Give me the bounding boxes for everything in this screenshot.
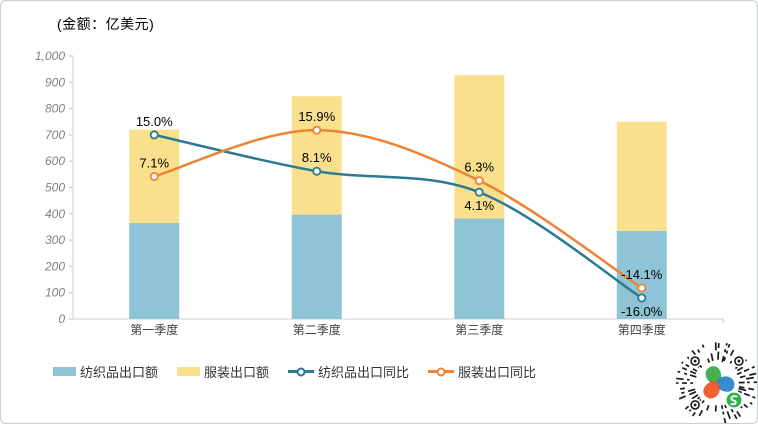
marker-textile-export-yoy bbox=[474, 187, 484, 197]
marker-textile-export-yoy bbox=[637, 293, 647, 303]
bar-apparel-export-value bbox=[454, 75, 505, 219]
legend-swatch-apparel-export-value bbox=[177, 367, 201, 376]
bar-apparel-export-value bbox=[291, 96, 342, 215]
legend-swatch-textile-export-value bbox=[53, 367, 76, 376]
line-textile-export-yoy: 15.0% 8.1% 4.1% -16.0% bbox=[136, 114, 663, 319]
data-label: 6.3% bbox=[464, 160, 494, 175]
marker-apparel-export-yoy bbox=[637, 283, 647, 293]
marker-apparel-export-yoy bbox=[312, 125, 322, 135]
bar-textile-export-value bbox=[454, 218, 505, 319]
bar-textile-export-value bbox=[291, 214, 342, 319]
y-tick-label: 100 bbox=[45, 286, 65, 300]
y-tick-label: 0 bbox=[58, 312, 65, 326]
data-label: 15.9% bbox=[298, 109, 335, 124]
wechat-miniprogram-code bbox=[675, 342, 757, 423]
y-tick-label: 400 bbox=[45, 207, 65, 221]
legend-item-apparel-export-yoy: 服装出口同比 bbox=[428, 362, 536, 381]
y-tick-label: 700 bbox=[45, 128, 65, 142]
y-tick-label: 500 bbox=[45, 181, 65, 195]
x-tick-label: 第三季度 bbox=[455, 322, 503, 337]
legend-item-textile-export-value: 纺织品出口额 bbox=[53, 362, 158, 381]
line-apparel-export-yoy: 7.1% 15.9% 6.3% -14.1% bbox=[139, 109, 663, 293]
marker-textile-export-yoy bbox=[149, 130, 159, 140]
y-tick-label: 600 bbox=[45, 154, 65, 168]
marker-apparel-export-yoy bbox=[149, 171, 159, 181]
x-tick-label: 第二季度 bbox=[293, 322, 341, 337]
data-label: -16.0% bbox=[621, 304, 663, 319]
bar-apparel-export-value bbox=[616, 121, 667, 231]
data-label: 8.1% bbox=[302, 150, 332, 165]
legend-item-apparel-export-value: 服装出口额 bbox=[177, 362, 269, 381]
marker-apparel-export-yoy bbox=[474, 176, 484, 186]
y-tick-label: 200 bbox=[44, 259, 65, 273]
y-tick-label: 900 bbox=[45, 75, 65, 89]
legend-label: 纺织品出口额 bbox=[80, 365, 159, 380]
qr-logo-petal bbox=[703, 380, 720, 399]
bars bbox=[129, 75, 667, 319]
legend-item-textile-export-yoy: 纺织品出口同比 bbox=[288, 362, 409, 381]
legend-label: 服装出口同比 bbox=[458, 365, 537, 380]
qr-logo-petal bbox=[705, 366, 722, 384]
y-axis: 0 100 200 300 400 500 600 700 800 900 1,000 bbox=[35, 49, 74, 326]
legend-swatch-textile-export-yoy bbox=[288, 366, 315, 377]
marker-textile-export-yoy bbox=[312, 166, 322, 176]
x-tick-label: 第一季度 bbox=[130, 322, 178, 337]
data-label: -14.1% bbox=[621, 267, 663, 282]
legend: 纺织品出口额 服装出口额 纺织品出口同比 服装出口同比 bbox=[53, 362, 536, 381]
chart-title: (金额：亿美元) bbox=[57, 16, 155, 32]
y-tick-label: 1,000 bbox=[35, 49, 65, 63]
y-tick-label: 300 bbox=[45, 233, 65, 247]
data-label: 4.1% bbox=[464, 198, 494, 213]
bar-textile-export-value bbox=[129, 223, 180, 319]
qr-logo-petal bbox=[715, 376, 735, 392]
x-tick-label: 第四季度 bbox=[618, 322, 666, 337]
legend-label: 服装出口额 bbox=[204, 365, 270, 380]
y-tick-label: 800 bbox=[45, 102, 65, 116]
data-label: 15.0% bbox=[136, 114, 173, 129]
data-label: 7.1% bbox=[139, 155, 169, 170]
legend-label: 纺织品出口同比 bbox=[318, 365, 410, 380]
x-axis: 第一季度 第二季度 第三季度 第四季度 bbox=[73, 318, 724, 337]
legend-swatch-apparel-export-yoy bbox=[428, 366, 455, 377]
